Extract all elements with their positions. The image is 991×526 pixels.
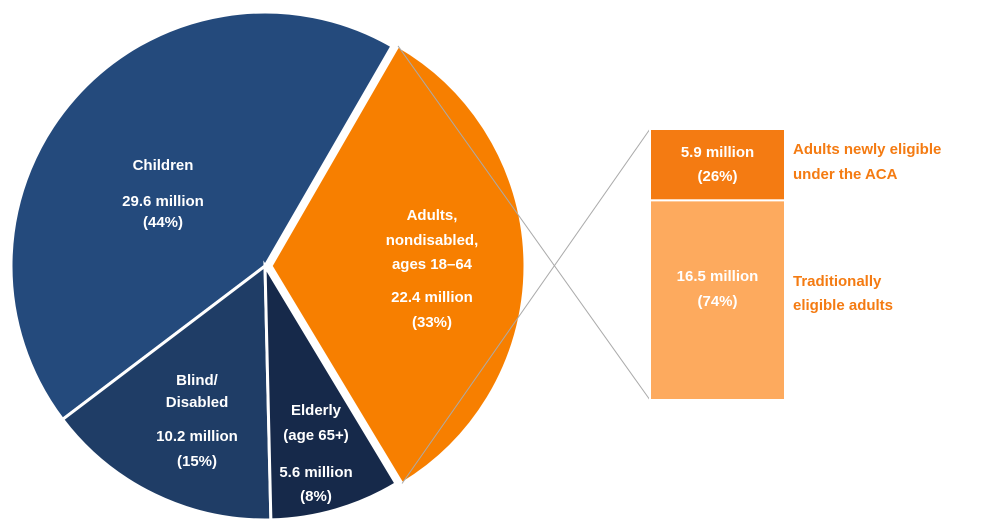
pie-slice — [60, 263, 273, 522]
slice-percent: (15%) — [177, 453, 217, 470]
bar-category: Traditionally — [793, 273, 882, 290]
bar-value: 16.5 million — [677, 268, 759, 285]
connector-line — [401, 128, 651, 484]
slice-label: Disabled — [166, 394, 229, 411]
slice-percent: (44%) — [143, 214, 183, 231]
slice-label: Adults, — [407, 207, 458, 224]
bar-segment — [649, 128, 786, 202]
bar-value: 5.9 million — [681, 144, 754, 161]
slice-value: 29.6 million — [122, 193, 204, 210]
slice-value: 5.6 million — [279, 464, 352, 481]
pie-slice — [263, 260, 399, 522]
bar-category: under the ACA — [793, 166, 898, 183]
slice-label: Children — [133, 157, 194, 174]
pie-slice — [9, 10, 395, 422]
slice-label: (age 65+) — [283, 427, 348, 444]
slice-label: Blind/ — [176, 372, 218, 389]
slice-percent: (33%) — [412, 314, 452, 331]
slice-label: Elderly — [291, 402, 342, 419]
bar-category: eligible adults — [793, 297, 893, 314]
connector-line — [397, 45, 651, 401]
slice-percent: (8%) — [300, 488, 332, 505]
bar-percent: (74%) — [697, 293, 737, 310]
slice-value: 10.2 million — [156, 428, 238, 445]
slice-label: ages 18–64 — [392, 256, 473, 273]
slice-label: nondisabled, — [386, 232, 479, 249]
pie-slice — [269, 43, 527, 486]
bar-percent: (26%) — [697, 168, 737, 185]
bar-category: Adults newly eligible — [793, 141, 941, 158]
bar-segment — [649, 199, 786, 401]
slice-value: 22.4 million — [391, 289, 473, 306]
